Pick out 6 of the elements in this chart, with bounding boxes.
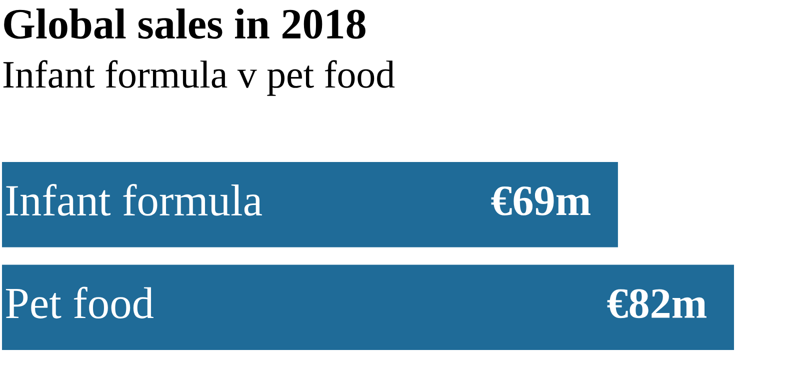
chart-subtitle: Infant formula v pet food	[3, 60, 395, 96]
chart-title: Global sales in 2018	[4, 8, 366, 39]
data-label: €82m	[607, 289, 706, 318]
y-tick-label: Pet food	[6, 286, 154, 318]
y-tick-label: Infant formula	[6, 184, 262, 216]
data-label: €69m	[491, 186, 590, 216]
